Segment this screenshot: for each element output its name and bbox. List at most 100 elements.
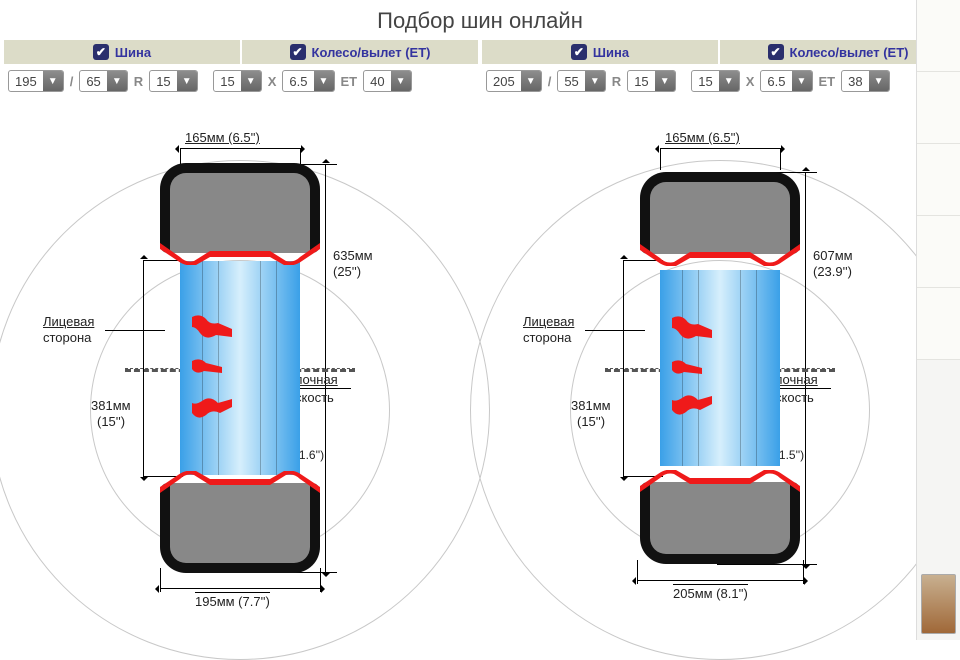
slash: / [70, 74, 74, 89]
rim-width-label: 165мм (6.5'') [665, 130, 740, 145]
dim-rim-width [180, 148, 300, 149]
header-wheel-left[interactable]: ✔ Колесо/вылет (ET) [242, 40, 478, 64]
chevron-down-icon: ▼ [391, 71, 411, 91]
dim-section-width [637, 580, 803, 581]
chevron-down-icon: ▼ [521, 71, 541, 91]
header-wheel-label: Колесо/вылет (ET) [312, 45, 431, 60]
face-label-1: Лицевая [523, 314, 574, 329]
face-label-2: сторона [523, 330, 571, 345]
rim-width-label: 165мм (6.5'') [185, 130, 260, 145]
face-leader [585, 330, 645, 331]
slash: / [548, 74, 552, 89]
dim-inner-dia [143, 260, 144, 476]
rail-thumb[interactable] [921, 574, 956, 634]
sel-tire-width[interactable]: 205▼ [486, 70, 542, 92]
dim-tick [637, 560, 638, 584]
bead-bot [160, 471, 320, 493]
check-icon: ✔ [290, 44, 306, 60]
check-icon: ✔ [571, 44, 587, 60]
sel-wheel-d[interactable]: 15▼ [691, 70, 739, 92]
sel-wheel-w[interactable]: 6.5▼ [760, 70, 812, 92]
header-bar-right: ✔ Шина ✔ Колесо/вылет (ET) [482, 40, 956, 64]
hub-mid [672, 360, 712, 378]
chevron-down-icon: ▼ [241, 71, 261, 91]
section-width-label: 205мм (8.1'') [673, 584, 748, 601]
hub-lower [672, 390, 712, 424]
inner-dia-label-1: 381мм [571, 398, 611, 413]
dim-rim-width [660, 148, 780, 149]
tire-cap-top [640, 172, 800, 254]
chevron-down-icon: ▼ [792, 71, 812, 91]
inner-dia-label-2: (15'') [577, 414, 605, 429]
dim-tick [803, 560, 804, 584]
diagram-right: 165мм (6.5'') [505, 108, 935, 628]
sel-et[interactable]: 38▼ [841, 70, 889, 92]
tire-stack [160, 163, 320, 573]
hub-lower [192, 393, 232, 427]
rail-cell[interactable] [917, 216, 960, 288]
r-label: R [612, 74, 621, 89]
sel-rim-d[interactable]: 15▼ [627, 70, 675, 92]
rim-line [756, 270, 757, 466]
chevron-down-icon: ▼ [585, 71, 605, 91]
r-label: R [134, 74, 143, 89]
check-icon: ✔ [768, 44, 784, 60]
hub-upper [672, 314, 712, 348]
tire-stack [640, 172, 800, 564]
sel-rim-d[interactable]: 15▼ [149, 70, 197, 92]
chevron-down-icon: ▼ [869, 71, 889, 91]
sel-aspect[interactable]: 55▼ [557, 70, 605, 92]
right-rail [916, 0, 960, 640]
page-title: Подбор шин онлайн [0, 0, 960, 40]
chevron-down-icon: ▼ [655, 71, 675, 91]
face-label-2: сторона [43, 330, 91, 345]
bead-top [160, 243, 320, 265]
sel-aspect[interactable]: 65▼ [79, 70, 127, 92]
chevron-down-icon: ▼ [177, 71, 197, 91]
section-width-label: 195мм (7.7'') [195, 592, 270, 609]
dim-tick [320, 568, 321, 592]
tire-cap-bot [640, 482, 800, 564]
chevron-down-icon: ▼ [314, 71, 334, 91]
header-tire-label: Шина [593, 45, 629, 60]
inner-dia-label-2: (15'') [97, 414, 125, 429]
controls-row: ✔ Шина ✔ Колесо/вылет (ET) 195▼ / 65▼ R … [0, 40, 960, 98]
dim-tick [660, 148, 661, 170]
et-label: ET [341, 74, 358, 89]
rail-cell[interactable] [917, 0, 960, 72]
chevron-down-icon: ▼ [107, 71, 127, 91]
dim-tick [717, 564, 817, 565]
dim-tick [780, 148, 781, 170]
sel-wheel-d[interactable]: 15▼ [213, 70, 261, 92]
rail-cell[interactable] [917, 144, 960, 216]
outer-dia-label-1: 635мм [333, 248, 373, 263]
rail-cell[interactable] [917, 72, 960, 144]
bead-bot [640, 470, 800, 492]
bead-top [640, 244, 800, 266]
sel-tire-width[interactable]: 195▼ [8, 70, 64, 92]
sel-et[interactable]: 40▼ [363, 70, 411, 92]
header-tire-right[interactable]: ✔ Шина [482, 40, 718, 64]
x-label: X [746, 74, 755, 89]
diagram-left: 165мм (6.5'') [25, 108, 455, 628]
rim-line [740, 270, 741, 466]
check-icon: ✔ [93, 44, 109, 60]
inner-dia-label-1: 381мм [91, 398, 131, 413]
header-tire-label: Шина [115, 45, 151, 60]
sel-wheel-w[interactable]: 6.5▼ [282, 70, 334, 92]
hub-upper [192, 313, 232, 347]
outer-dia-label-1: 607мм [813, 248, 853, 263]
rail-cell[interactable] [917, 288, 960, 360]
controls-right: ✔ Шина ✔ Колесо/вылет (ET) 205▼ / 55▼ R … [482, 40, 956, 94]
chevron-down-icon: ▼ [719, 71, 739, 91]
selector-row-right: 205▼ / 55▼ R 15▼ 15▼ X 6.5▼ ET 38▼ [482, 68, 956, 94]
dim-inner-dia [623, 260, 624, 476]
outer-dia-label-2: (25'') [333, 264, 361, 279]
et-label: ET [819, 74, 836, 89]
tire-cap-bot [160, 483, 320, 573]
selector-row-left: 195▼ / 65▼ R 15▼ 15▼ X 6.5▼ ET 40▼ [4, 68, 478, 94]
diagrams: 165мм (6.5'') [0, 98, 960, 628]
header-bar-left: ✔ Шина ✔ Колесо/вылет (ET) [4, 40, 478, 64]
face-label-1: Лицевая [43, 314, 94, 329]
header-tire-left[interactable]: ✔ Шина [4, 40, 240, 64]
